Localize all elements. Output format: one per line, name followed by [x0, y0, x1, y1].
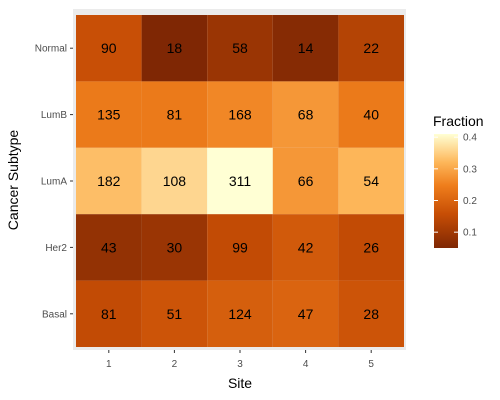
cell-count-label: 42: [298, 239, 314, 255]
y-tick-label: LumA: [41, 177, 67, 188]
heatmap-cell: [76, 81, 142, 148]
heatmap-cell: [338, 280, 404, 347]
cell-count-label: 26: [363, 239, 379, 255]
cell-count-label: 43: [101, 239, 117, 255]
x-axis-title: Site: [228, 375, 252, 391]
y-axis: Normal LumB LumA Her2 Basal: [35, 44, 73, 320]
cell-count-label: 18: [167, 40, 183, 56]
heatmap-cell: [338, 81, 404, 148]
heatmap-cell: [338, 15, 404, 82]
heatmap-cell: [272, 15, 339, 82]
cell-count-label: 68: [298, 107, 314, 123]
heatmap-cell: [141, 15, 208, 82]
cell-count-label: 22: [363, 40, 379, 56]
cell-count-label: 51: [167, 306, 183, 322]
heatmap-cell: [141, 280, 208, 347]
heatmap-cell: [141, 147, 208, 215]
legend-tick-label: 0.3: [463, 164, 477, 175]
cell-count-label: 311: [229, 173, 252, 189]
heatmap-cell: [207, 15, 273, 82]
y-tick-label: Her2: [45, 243, 67, 254]
legend-tick-label: 0.2: [463, 196, 477, 207]
legend-tick-label: 0.1: [463, 228, 477, 239]
heatmap-cell: [76, 214, 142, 281]
legend-ticks: 0.1 0.2 0.3 0.4: [434, 133, 477, 239]
x-tick-label: 1: [106, 359, 112, 370]
cell-count-label: 108: [163, 173, 187, 189]
heatmap-cell: [141, 214, 208, 281]
heatmap-cell: [76, 147, 142, 215]
heatmap-cell: [272, 214, 339, 281]
heatmap-cells: 90 18 58 14 22 135 81 168 68 40 182 108 311 66 54 43 30 9…: [76, 15, 404, 347]
cell-count-label: 54: [363, 173, 379, 189]
cell-count-label: 182: [97, 173, 121, 189]
cell-count-label: 47: [298, 306, 314, 322]
cell-count-label: 81: [167, 107, 183, 123]
heatmap-cell: [338, 214, 404, 281]
heatmap-cell: [76, 15, 142, 82]
heatmap-cell: [141, 81, 208, 148]
heatmap-cell: [207, 280, 273, 347]
cell-count-label: 58: [232, 40, 248, 56]
cell-count-label: 90: [101, 40, 117, 56]
heatmap-cell: [272, 81, 339, 148]
cell-count-label: 40: [363, 107, 379, 123]
x-tick-label: 4: [303, 359, 309, 370]
heatmap-cell: [272, 280, 339, 347]
legend-tick-label: 0.4: [463, 133, 477, 144]
cell-count-label: 124: [228, 306, 252, 322]
cell-count-label: 28: [363, 306, 379, 322]
cell-count-label: 168: [228, 107, 252, 123]
cell-count-label: 99: [232, 239, 248, 255]
cell-count-label: 81: [101, 306, 117, 322]
heatmap-cell: [272, 147, 339, 215]
x-tick-label: 3: [237, 359, 243, 370]
cell-count-label: 30: [167, 239, 183, 255]
cell-count-label: 14: [298, 40, 314, 56]
cell-count-label: 135: [97, 107, 121, 123]
heatmap-cell: [207, 147, 273, 215]
heatmap-cell: [207, 81, 273, 148]
legend-title: Fraction: [433, 113, 484, 129]
cell-count-label: 66: [298, 173, 314, 189]
legend-color-bar: [434, 134, 458, 248]
y-tick-label: Normal: [35, 44, 67, 55]
y-tick-label: Basal: [42, 309, 67, 320]
heatmap-cell: [76, 280, 142, 347]
x-axis: 1 2 3 4 5: [106, 350, 374, 370]
color-legend: Fraction 0.1 0.2 0.3 0.4: [433, 113, 484, 248]
x-tick-label: 5: [368, 359, 374, 370]
y-axis-title: Cancer Subtype: [5, 130, 21, 231]
heatmap-cell: [207, 214, 273, 281]
y-tick-label: LumB: [41, 110, 67, 121]
x-tick-label: 2: [172, 359, 178, 370]
heatmap-cell: [338, 147, 404, 215]
